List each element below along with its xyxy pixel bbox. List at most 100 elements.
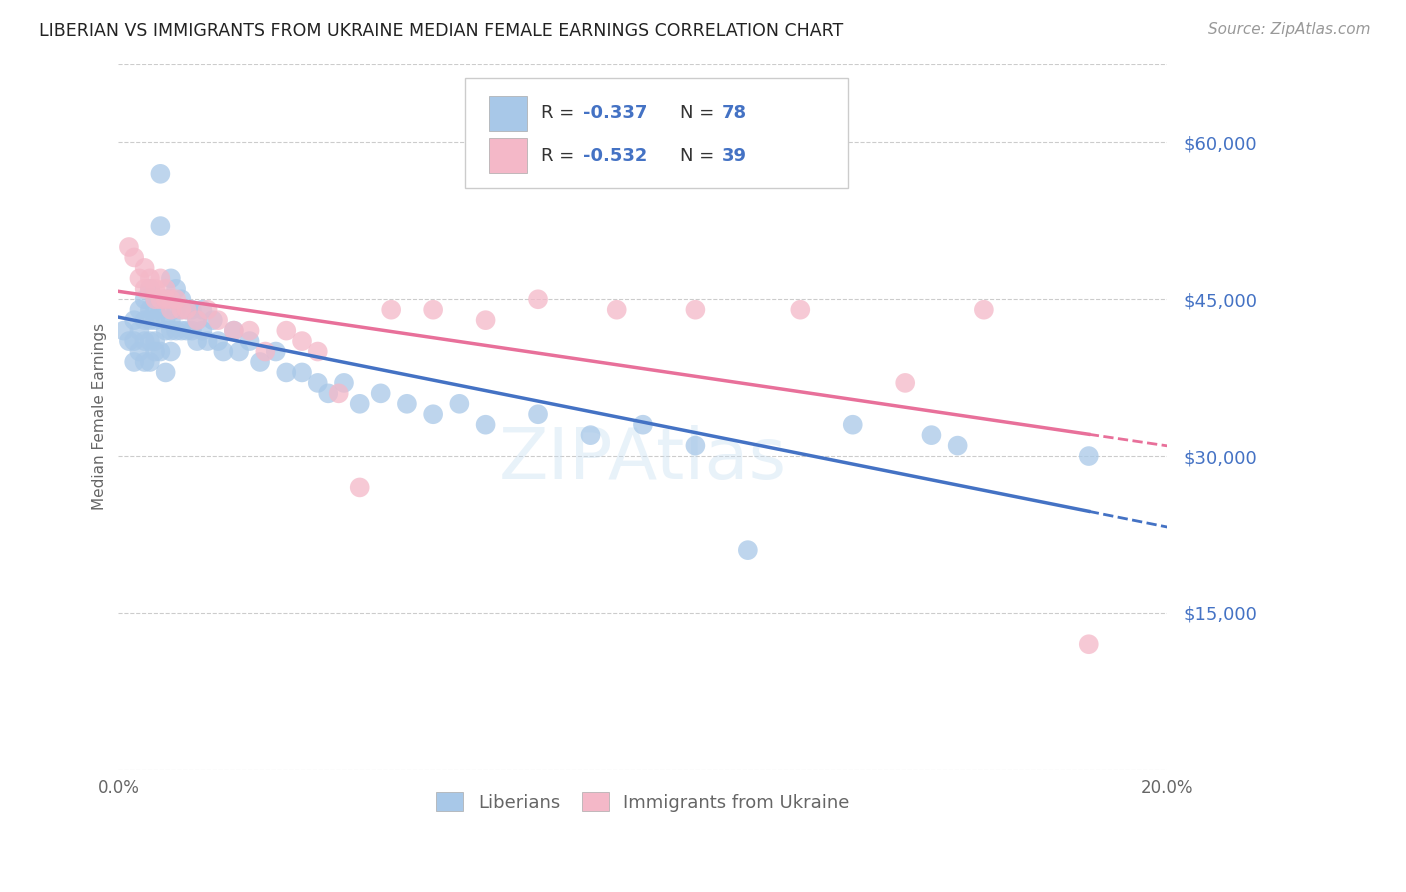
Point — [180, 302, 202, 317]
Point — [606, 302, 628, 317]
Point — [170, 302, 193, 317]
Point — [139, 355, 162, 369]
Point — [149, 344, 172, 359]
Point — [134, 355, 156, 369]
Point — [118, 240, 141, 254]
Point — [186, 313, 208, 327]
Point — [134, 282, 156, 296]
Point — [160, 292, 183, 306]
Point — [155, 292, 177, 306]
Point — [128, 271, 150, 285]
Point — [134, 313, 156, 327]
Text: 39: 39 — [721, 147, 747, 165]
Point — [170, 324, 193, 338]
Point — [380, 302, 402, 317]
Point — [155, 324, 177, 338]
Point — [527, 407, 550, 421]
Point — [249, 355, 271, 369]
Point — [207, 313, 229, 327]
Y-axis label: Median Female Earnings: Median Female Earnings — [93, 323, 107, 510]
Point — [170, 292, 193, 306]
Point — [180, 324, 202, 338]
Point — [149, 292, 172, 306]
Point — [291, 334, 314, 348]
Point — [139, 282, 162, 296]
Point — [395, 397, 418, 411]
Point — [579, 428, 602, 442]
Text: LIBERIAN VS IMMIGRANTS FROM UKRAINE MEDIAN FEMALE EARNINGS CORRELATION CHART: LIBERIAN VS IMMIGRANTS FROM UKRAINE MEDI… — [39, 22, 844, 40]
Point — [170, 302, 193, 317]
Point — [254, 344, 277, 359]
Point — [128, 344, 150, 359]
Point — [155, 366, 177, 380]
Point — [1077, 637, 1099, 651]
Point — [973, 302, 995, 317]
Point — [222, 324, 245, 338]
Point — [349, 397, 371, 411]
Point — [946, 439, 969, 453]
Point — [143, 302, 166, 317]
Point — [316, 386, 339, 401]
Point — [122, 355, 145, 369]
FancyBboxPatch shape — [489, 138, 526, 173]
Point — [264, 344, 287, 359]
Point — [789, 302, 811, 317]
Point — [143, 344, 166, 359]
Point — [134, 292, 156, 306]
Point — [201, 313, 224, 327]
Point — [155, 313, 177, 327]
Text: N =: N = — [679, 104, 720, 122]
Point — [212, 344, 235, 359]
Point — [143, 292, 166, 306]
Point — [139, 282, 162, 296]
FancyBboxPatch shape — [489, 95, 526, 131]
Text: -0.337: -0.337 — [583, 104, 648, 122]
Text: N =: N = — [679, 147, 720, 165]
Point — [143, 334, 166, 348]
Point — [160, 313, 183, 327]
Point — [176, 324, 198, 338]
Point — [328, 386, 350, 401]
Point — [186, 334, 208, 348]
Point — [165, 292, 187, 306]
Point — [139, 271, 162, 285]
Point — [160, 292, 183, 306]
Text: -0.532: -0.532 — [583, 147, 648, 165]
Point — [737, 543, 759, 558]
Point — [155, 292, 177, 306]
Point — [139, 334, 162, 348]
Point — [149, 167, 172, 181]
Point — [165, 302, 187, 317]
Point — [160, 271, 183, 285]
Point — [276, 366, 298, 380]
Point — [197, 302, 219, 317]
Point — [128, 324, 150, 338]
Point — [176, 302, 198, 317]
Point — [239, 334, 262, 348]
Point — [191, 324, 214, 338]
Point — [842, 417, 865, 432]
Point — [685, 302, 707, 317]
Legend: Liberians, Immigrants from Ukraine: Liberians, Immigrants from Ukraine — [427, 783, 859, 821]
Point — [197, 334, 219, 348]
Text: R =: R = — [541, 104, 581, 122]
Point — [118, 334, 141, 348]
Point — [920, 428, 942, 442]
Point — [291, 366, 314, 380]
Point — [186, 313, 208, 327]
Point — [449, 397, 471, 411]
Point — [134, 334, 156, 348]
Point — [134, 260, 156, 275]
FancyBboxPatch shape — [464, 78, 848, 187]
Point — [176, 302, 198, 317]
Point — [149, 219, 172, 233]
Point — [422, 407, 444, 421]
Point — [122, 313, 145, 327]
Point — [276, 324, 298, 338]
Point — [207, 334, 229, 348]
Text: 78: 78 — [721, 104, 747, 122]
Point — [122, 334, 145, 348]
Point — [139, 302, 162, 317]
Point — [239, 324, 262, 338]
Point — [370, 386, 392, 401]
